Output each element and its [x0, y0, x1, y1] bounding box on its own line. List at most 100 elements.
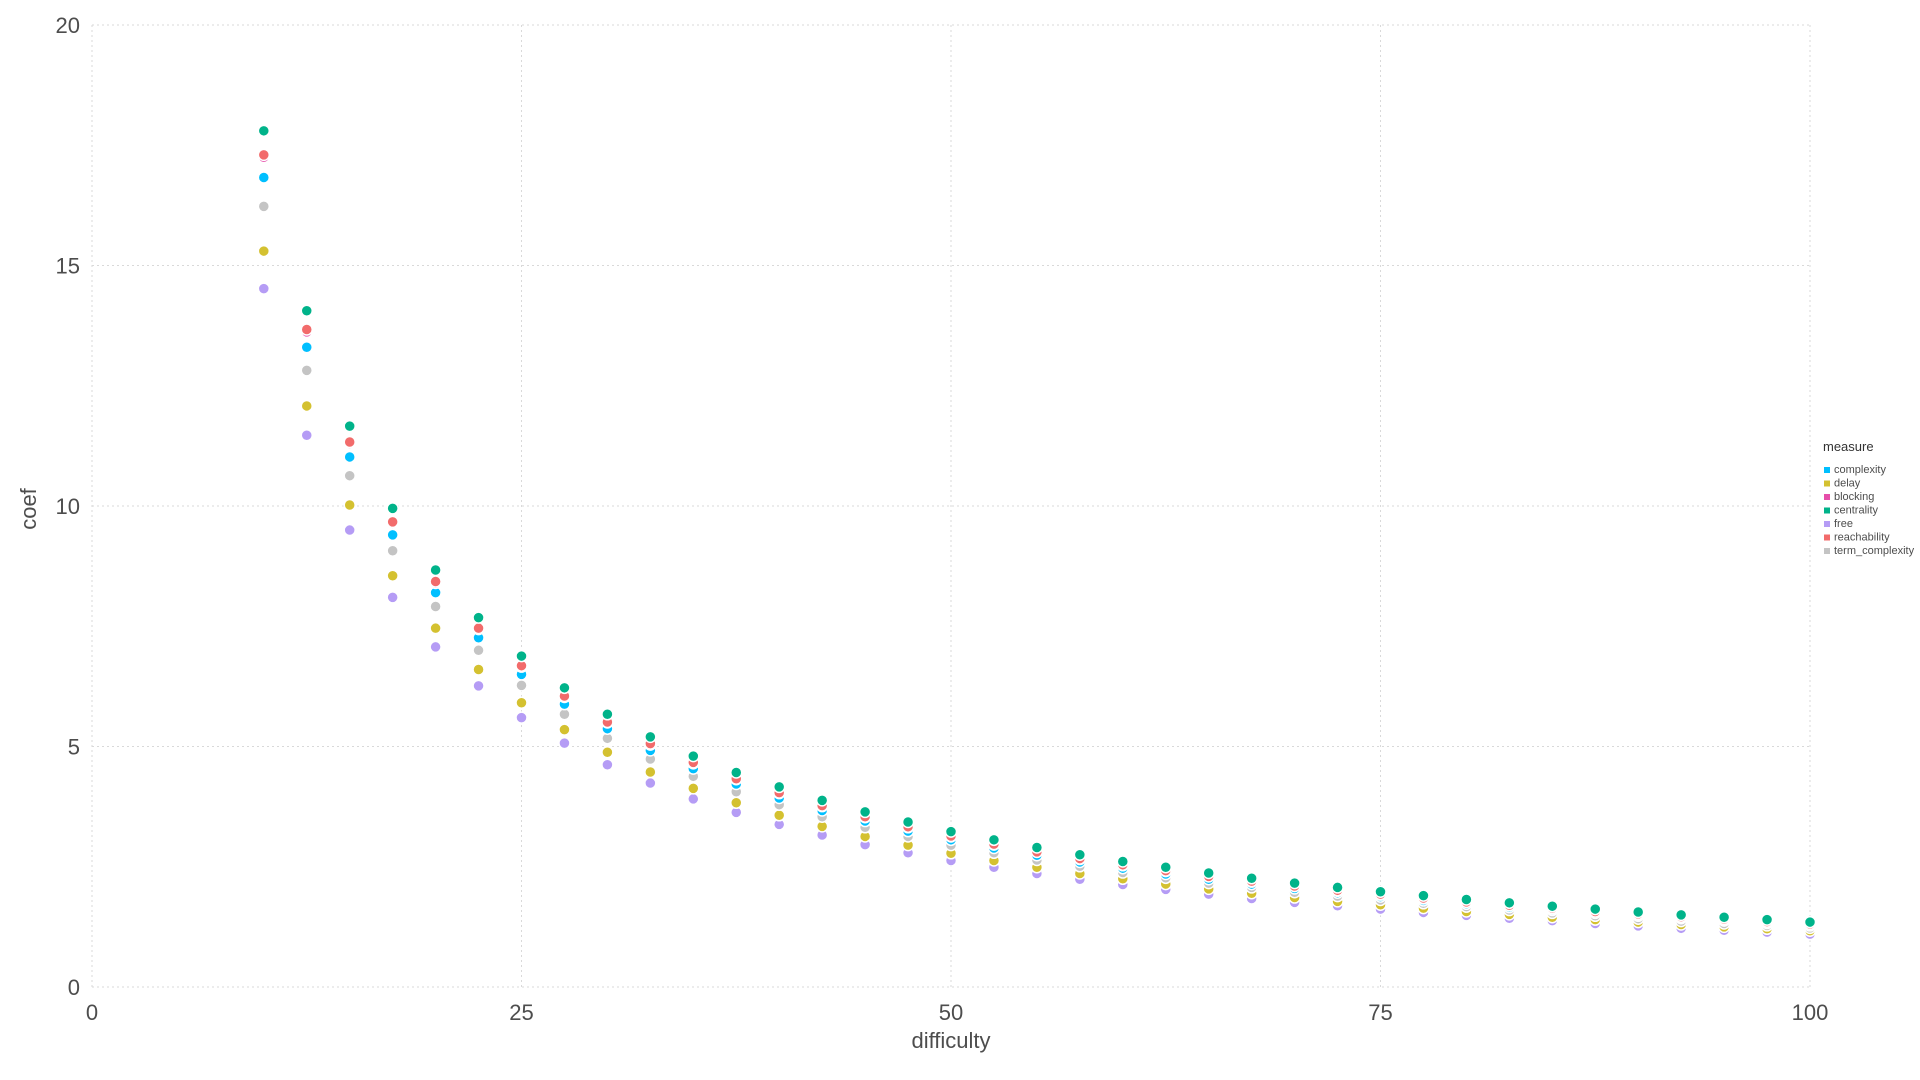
data-point [1288, 876, 1301, 890]
data-point [1674, 908, 1688, 922]
legend-swatch [1824, 494, 1830, 500]
data-point [1546, 899, 1559, 913]
data-point [601, 746, 614, 759]
data-point [772, 780, 786, 794]
grid [91, 24, 1811, 988]
x-tick-label: 75 [1368, 1000, 1392, 1025]
data-point [1374, 885, 1387, 899]
data-point [300, 429, 313, 442]
y-tick-label: 20 [56, 13, 80, 38]
data-point [386, 502, 399, 515]
series-blocking [257, 151, 1817, 931]
data-point [515, 679, 528, 692]
legend-label: complexity [1834, 464, 1886, 476]
data-point [1116, 855, 1130, 868]
data-point [257, 282, 271, 295]
data-point [815, 794, 829, 807]
data-point [1589, 902, 1602, 916]
data-point [257, 200, 271, 213]
data-point [1503, 896, 1516, 910]
data-point [472, 679, 485, 693]
legend-label: centrality [1834, 505, 1879, 517]
legend-swatch [1824, 507, 1830, 514]
data-point [300, 323, 313, 336]
legend-swatch [1824, 534, 1830, 541]
data-point [1803, 915, 1817, 929]
data-point [558, 723, 571, 736]
series-term-complexity [257, 200, 1817, 935]
data-point [1202, 866, 1215, 880]
data-points [257, 124, 1817, 941]
data-point [644, 776, 657, 790]
series-centrality [257, 124, 1817, 929]
data-point [343, 450, 356, 464]
data-point [472, 611, 485, 624]
legend-label: blocking [1834, 491, 1874, 503]
y-tick-label: 0 [68, 975, 80, 1000]
y-axis-ticks: 0 5 10 15 20 [56, 13, 80, 1000]
data-point [257, 171, 271, 184]
data-point [901, 815, 915, 829]
data-point [730, 796, 743, 810]
data-point [987, 833, 1001, 847]
legend-swatch [1824, 521, 1830, 527]
data-point [601, 758, 614, 772]
data-point [257, 124, 271, 138]
data-point [429, 600, 442, 613]
data-point [257, 244, 271, 258]
data-point [386, 544, 399, 557]
data-point [1460, 893, 1473, 906]
data-point [687, 782, 700, 795]
legend-swatch [1824, 548, 1830, 554]
data-point [858, 805, 872, 819]
data-point [386, 528, 399, 542]
data-point [472, 621, 485, 635]
y-axis-label: coef [16, 487, 41, 529]
legend-title: measure [1823, 439, 1874, 454]
data-point [1073, 848, 1087, 861]
data-point [644, 765, 657, 779]
series-delay [257, 244, 1817, 937]
data-point [300, 364, 313, 377]
x-axis-ticks: 0 25 50 75 100 [86, 1000, 1828, 1025]
series-complexity [257, 171, 1817, 932]
data-point [429, 575, 442, 588]
data-point [1331, 881, 1344, 894]
data-point [772, 809, 786, 822]
data-point [343, 469, 356, 482]
data-point [644, 730, 657, 744]
data-point [1159, 860, 1172, 874]
data-point [1030, 841, 1044, 854]
data-point [687, 749, 700, 763]
series-free [257, 282, 1817, 941]
legend-label: term_complexity [1834, 545, 1915, 557]
legend-swatch [1824, 467, 1830, 473]
data-point [300, 399, 313, 413]
data-point [1717, 911, 1731, 924]
data-point [300, 304, 313, 317]
data-point [558, 736, 571, 750]
y-tick-label: 10 [56, 494, 80, 519]
data-point [944, 825, 958, 838]
data-point [343, 523, 356, 537]
data-point [515, 696, 528, 709]
data-point [601, 708, 614, 721]
y-tick-label: 5 [68, 735, 80, 760]
data-point [558, 681, 571, 695]
data-point [429, 621, 442, 635]
legend-label: free [1834, 518, 1853, 530]
data-point [386, 591, 399, 604]
x-axis-label: difficulty [911, 1028, 990, 1053]
data-point [343, 498, 356, 512]
data-point [687, 792, 700, 806]
data-point [558, 708, 571, 721]
data-point [343, 419, 356, 433]
data-point [515, 649, 528, 663]
data-point [386, 515, 399, 529]
data-point [429, 563, 442, 577]
y-tick-label: 15 [56, 254, 80, 279]
x-tick-label: 50 [939, 1000, 963, 1025]
x-tick-label: 100 [1792, 1000, 1829, 1025]
data-point [472, 644, 485, 657]
